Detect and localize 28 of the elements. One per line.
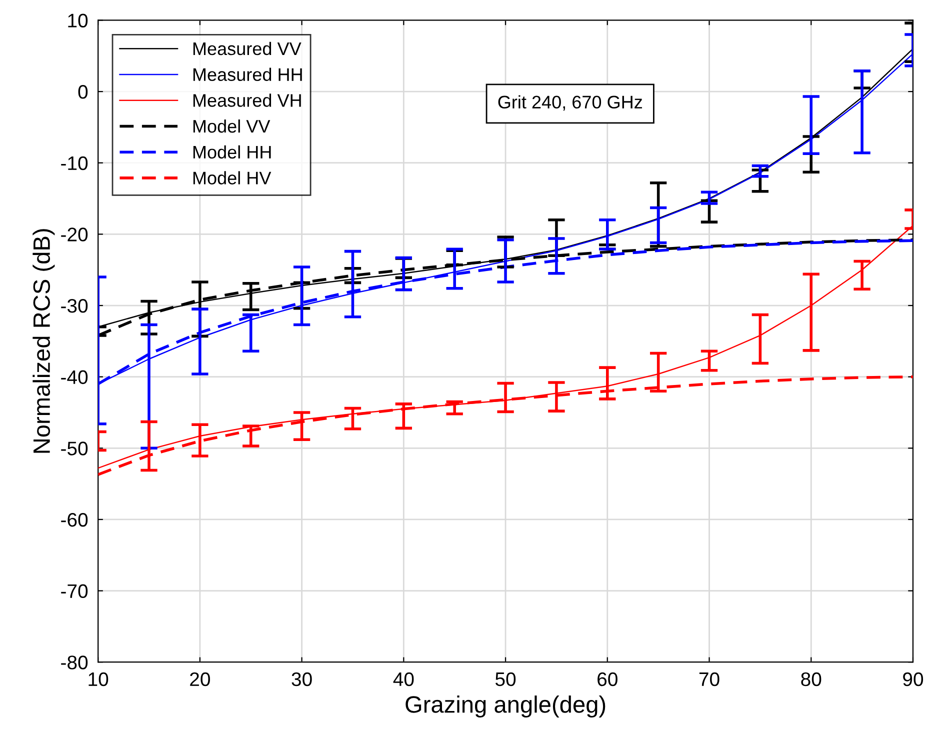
legend-label: Measured HH [193, 68, 302, 82]
x-tick-label: 30 [292, 672, 312, 686]
y-tick-label: -60 [61, 512, 88, 527]
legend-label: Model HH [193, 145, 271, 159]
y-tick-label: -80 [61, 656, 88, 670]
legend-label: Measured VV [193, 42, 302, 56]
y-tick-label: -30 [61, 298, 88, 313]
y-tick-label: 10 [68, 14, 88, 28]
y-tick-label: -40 [61, 370, 88, 384]
y-tick-label: -70 [61, 584, 88, 598]
x-tick-label: 50 [495, 672, 516, 686]
x-tick-label: 80 [801, 672, 822, 686]
y-tick-label: -10 [61, 156, 88, 170]
x-tick-label: 10 [88, 672, 108, 686]
y-tick-label: -20 [61, 228, 88, 242]
legend-label: Measured VH [193, 94, 301, 107]
x-tick-label: 90 [903, 672, 924, 686]
y-tick-label: -50 [61, 442, 88, 456]
x-tick-label: 20 [190, 672, 210, 686]
legend-label: Model HV [193, 171, 272, 184]
annotation: Grit 240, 670 GHz [498, 95, 642, 111]
x-tick-label: 60 [598, 672, 618, 686]
x-tick-label: 40 [393, 672, 414, 686]
y-tick-label: 0 [78, 85, 88, 99]
x-tick-label: 70 [699, 672, 720, 686]
legend-label: Model VV [193, 119, 270, 133]
y-axis-title: Normalized RCS (dB) [32, 229, 55, 453]
x-axis-title: Grazing angle(deg) [406, 696, 606, 718]
